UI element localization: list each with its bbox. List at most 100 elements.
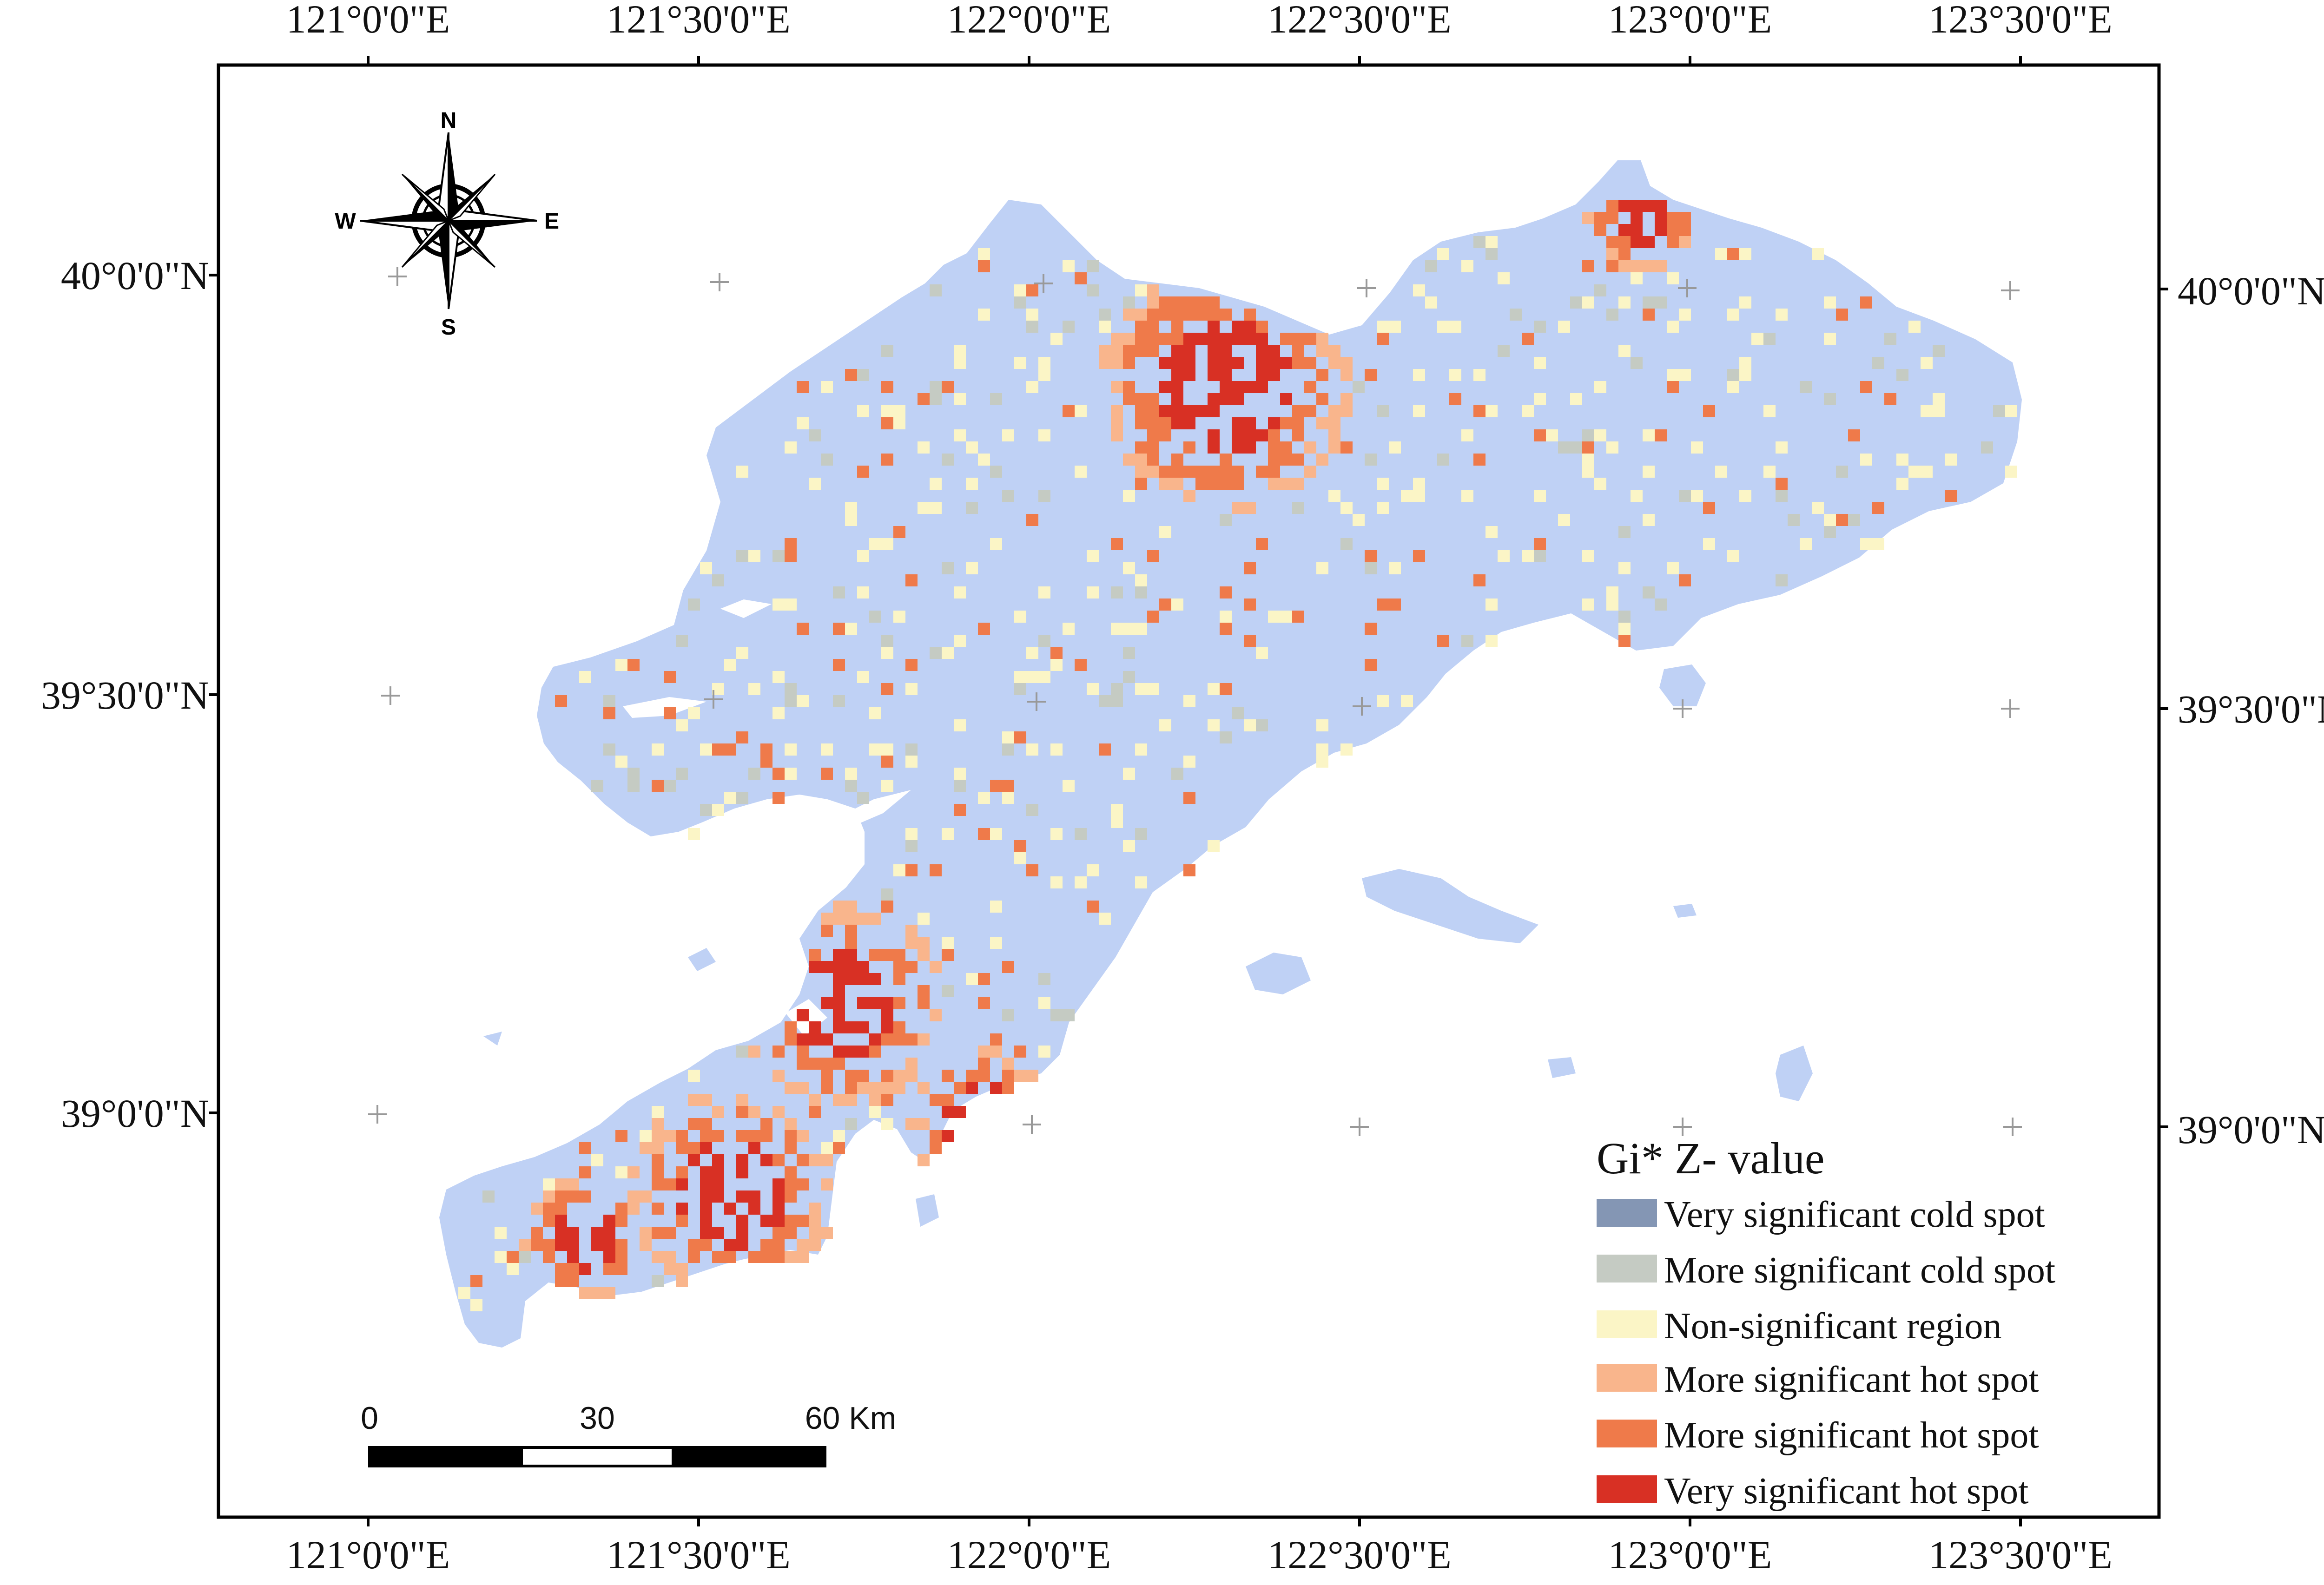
hotspot-cell [1340, 441, 1353, 454]
hotspot-cell [845, 1118, 857, 1130]
hotspot-cell [1824, 514, 1836, 526]
hotspot-cell [1135, 345, 1147, 357]
hotspot-cell [797, 1239, 809, 1251]
hotspot-cell [869, 538, 881, 550]
hotspot-cell [1050, 659, 1063, 671]
hotspot-cell [966, 973, 978, 985]
hotspot-cell [845, 369, 857, 381]
hotspot-cell [785, 695, 797, 707]
hotspot-cell [1038, 357, 1050, 369]
hotspot-cell [881, 901, 893, 913]
hotspot-cell [1195, 309, 1208, 321]
hotspot-cell [1534, 429, 1546, 441]
hotspot-cell [1002, 1058, 1014, 1070]
hotspot-cell [954, 357, 966, 369]
hotspot-cell [603, 1263, 615, 1275]
hotspot-cell [978, 828, 990, 840]
hotspot-cell [1135, 478, 1147, 490]
hotspot-cell [833, 1046, 845, 1058]
hotspot-cell [1111, 405, 1123, 417]
hotspot-cell [1087, 683, 1099, 695]
hotspot-cell [893, 973, 905, 985]
hotspot-cell [857, 1082, 869, 1094]
hotspot-cell [652, 1154, 664, 1166]
hotspot-cell [1135, 454, 1147, 466]
hotspot-cell [1220, 586, 1232, 598]
hotspot-cell [603, 1287, 615, 1299]
hotspot-cell [1776, 574, 1788, 586]
hotspot-cell [712, 1130, 724, 1142]
hotspot-cell [1631, 212, 1643, 224]
hotspot-cell [627, 1190, 640, 1203]
hotspot-cell [1220, 466, 1232, 478]
hotspot-cell [1063, 623, 1075, 635]
hotspot-cell [1631, 200, 1643, 212]
hotspot-cell [1147, 611, 1159, 623]
hotspot-cell [1123, 768, 1135, 780]
hotspot-cell [760, 1118, 772, 1130]
hotspot-cell [1135, 405, 1147, 417]
hotspot-cell [1739, 369, 1751, 381]
hotspot-cell [1449, 393, 1461, 405]
hotspot-cell [640, 1239, 652, 1251]
legend-title: Gi* Z- value [1597, 1133, 1825, 1183]
hotspot-cell [1582, 598, 1594, 611]
hotspot-cell [1111, 345, 1123, 357]
hotspot-cell [688, 1239, 700, 1251]
hotspot-cell [1220, 369, 1232, 381]
hotspot-cell [1473, 574, 1486, 586]
hotspot-cell [797, 1215, 809, 1227]
hotspot-cell [1026, 284, 1038, 296]
hotspot-cell [627, 1166, 640, 1178]
hotspot-cell [809, 478, 821, 490]
hotspot-cell [615, 1251, 627, 1263]
hotspot-cell [809, 1215, 821, 1227]
hotspot-cell [1389, 562, 1401, 574]
hotspot-cell [1643, 260, 1655, 272]
hotspot-cell [1220, 454, 1232, 466]
hotspot-cell [930, 284, 942, 296]
hotspot-cell [1667, 369, 1679, 381]
hotspot-cell [845, 913, 857, 925]
hotspot-cell [664, 780, 676, 792]
hotspot-cell [881, 454, 893, 466]
hotspot-cell [845, 973, 857, 985]
hotspot-cell [1546, 429, 1558, 441]
hotspot-cell [760, 1239, 772, 1251]
hotspot-cell [809, 1021, 821, 1033]
hotspot-cell [1159, 598, 1171, 611]
hotspot-cell [893, 997, 905, 1009]
graticule-cross [1673, 1118, 1692, 1136]
hotspot-cell [1135, 683, 1147, 695]
hotspot-cell [881, 756, 893, 768]
hotspot-cell [918, 1082, 930, 1094]
hotspot-cell [1147, 429, 1159, 441]
hotspot-cell [1365, 369, 1377, 381]
right-tick-label: 40°0'0"N [2178, 269, 2324, 313]
hotspot-cell [881, 780, 893, 792]
hotspot-cell [797, 1178, 809, 1190]
hotspot-cell [543, 1203, 555, 1215]
hotspot-cell [1171, 405, 1183, 417]
hotspot-cell [603, 695, 615, 707]
hotspot-cell [712, 574, 724, 586]
hotspot-cell [736, 1106, 748, 1118]
graticule-cross [2003, 1118, 2022, 1136]
hotspot-cell [1715, 466, 1727, 478]
hotspot-cell [748, 1046, 760, 1058]
hotspot-cell [2005, 466, 2017, 478]
hotspot-cell [1824, 393, 1836, 405]
hotspot-cell [652, 743, 664, 756]
hotspot-cell [1111, 816, 1123, 828]
hotspot-cell [1679, 490, 1691, 502]
hotspot-cell [1147, 683, 1159, 695]
hotspot-cell [1038, 429, 1050, 441]
hotspot-cell [930, 961, 942, 973]
hotspot-cell [893, 526, 905, 538]
hotspot-cell [869, 949, 881, 961]
legend: Gi* Z- value Very significant cold spot … [1597, 1133, 2055, 1512]
hotspot-cell [954, 1082, 966, 1094]
hotspot-cell [797, 1154, 809, 1166]
hotspot-cell [869, 611, 881, 623]
hotspot-cell [1208, 321, 1220, 333]
